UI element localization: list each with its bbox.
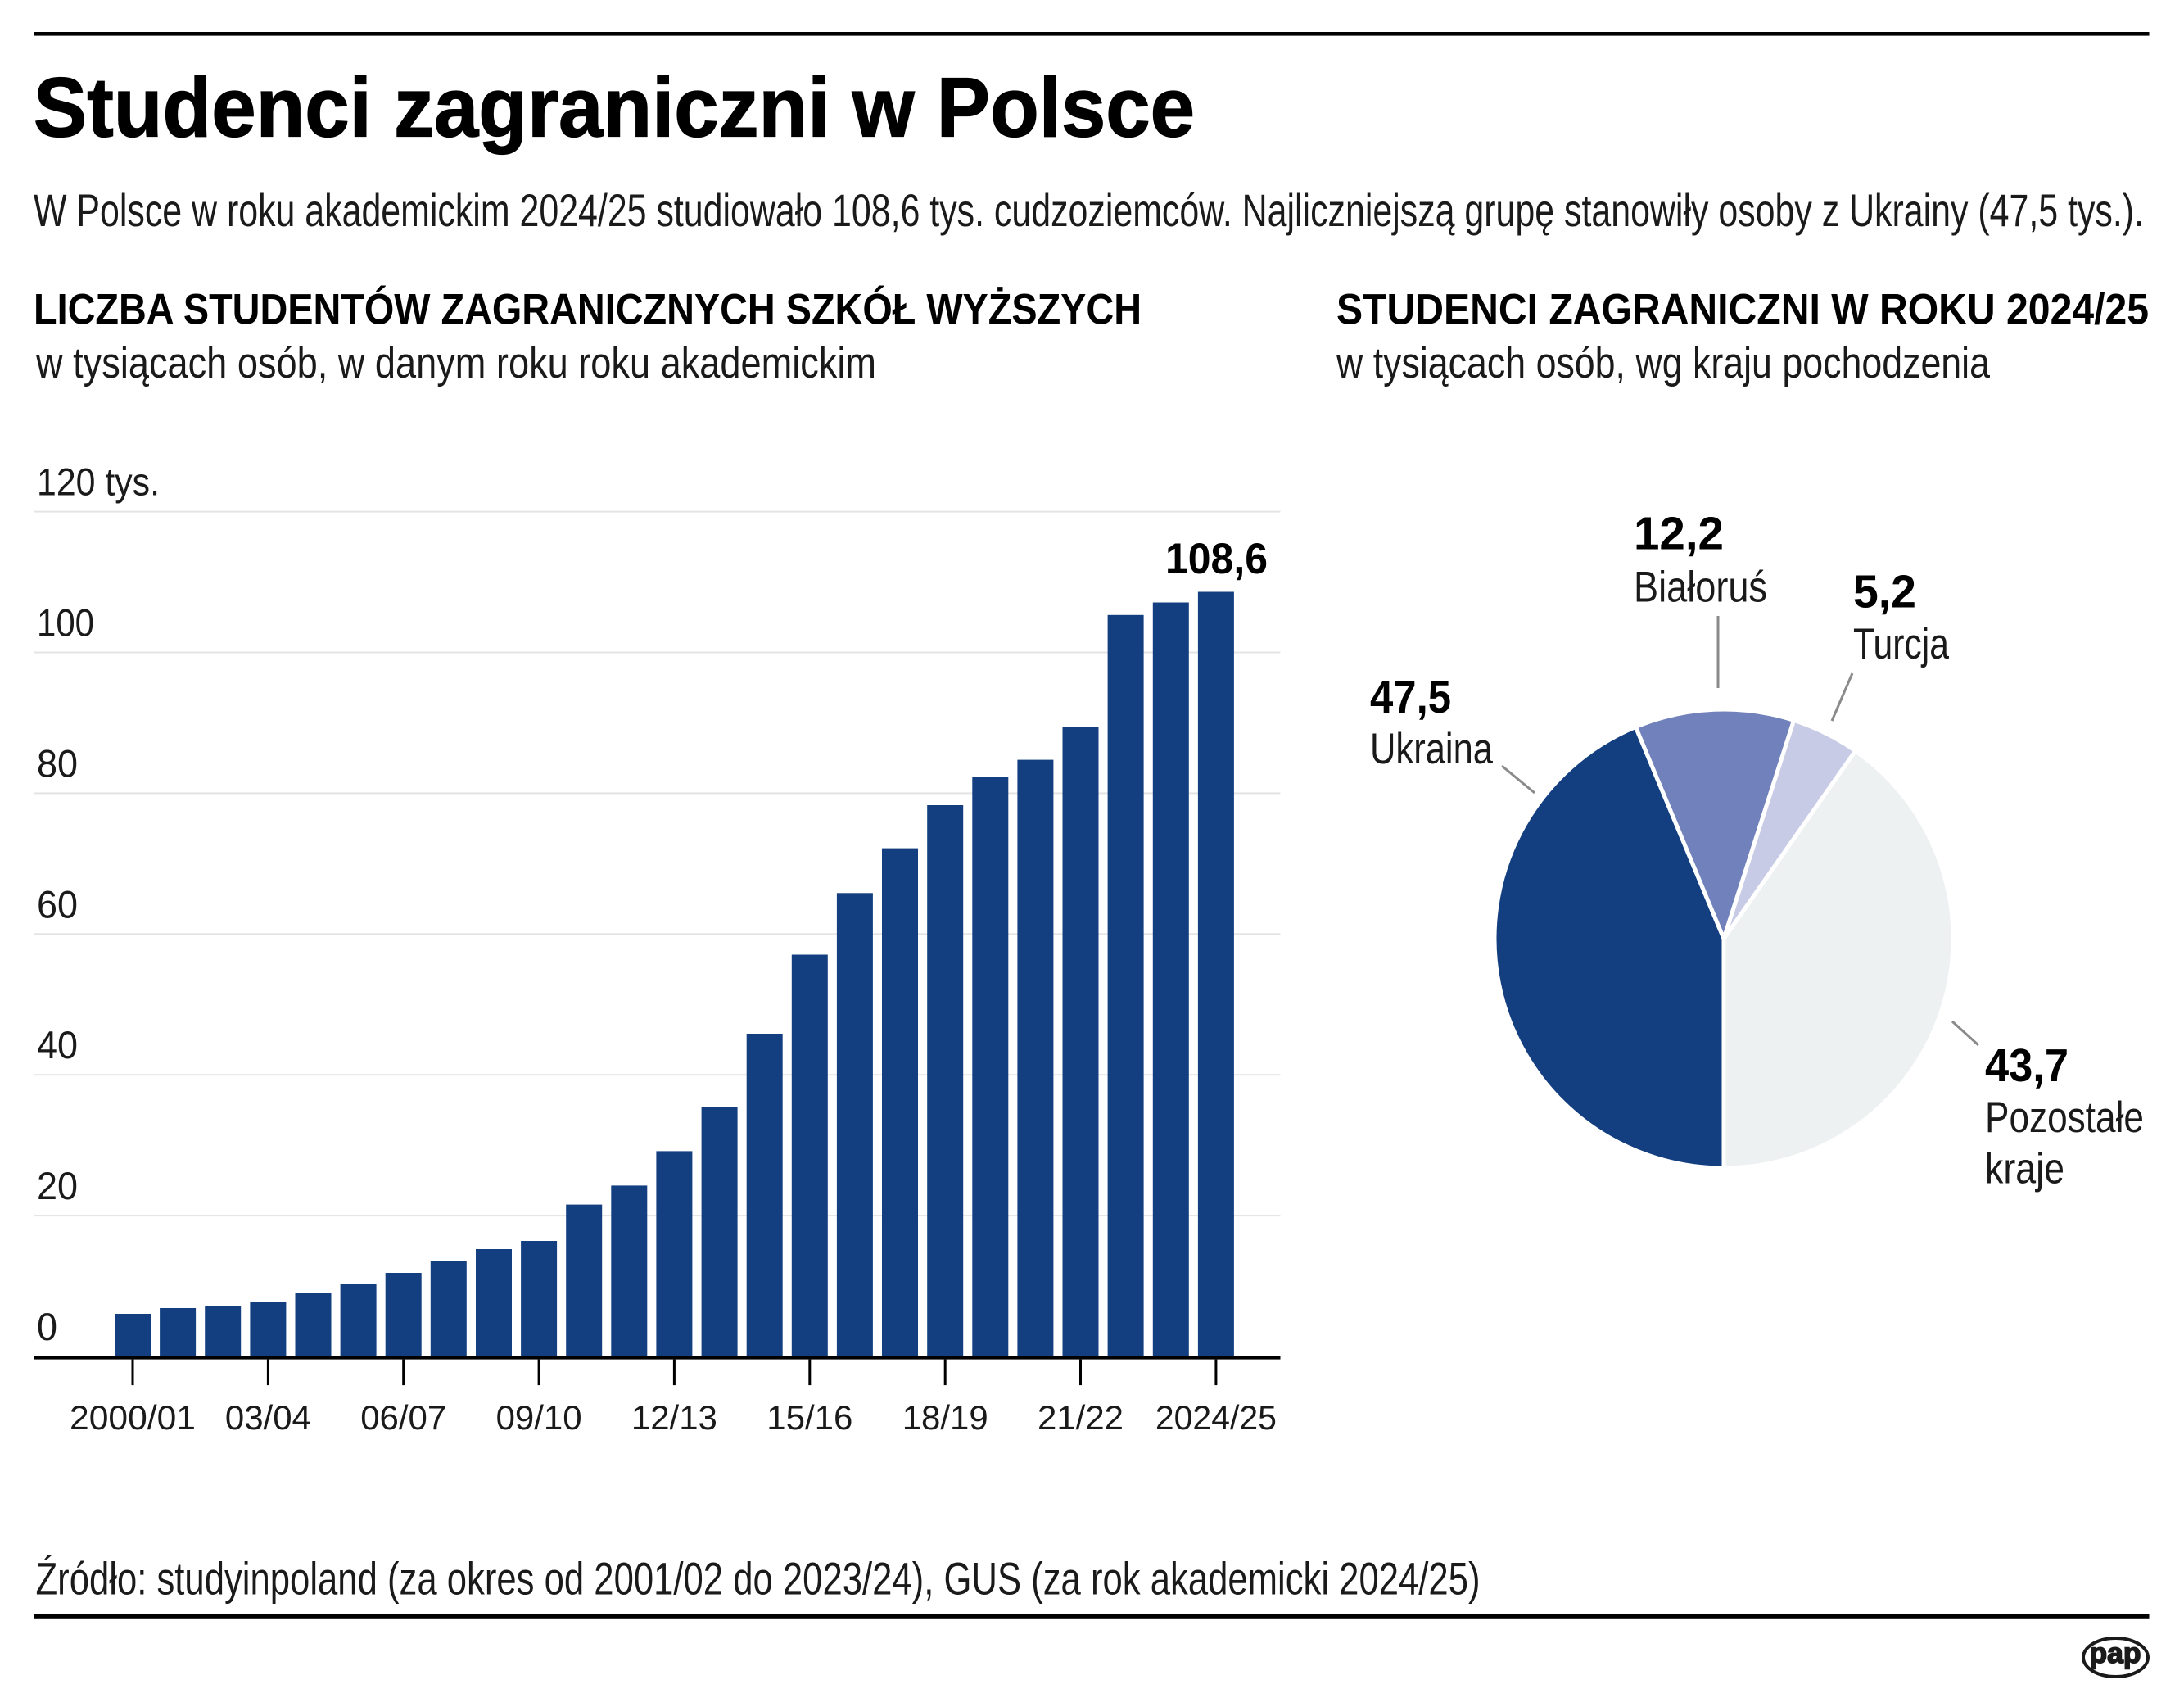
svg-text:40: 40 (37, 1023, 78, 1066)
svg-text:w tysiącach osób, wg kraju poc: w tysiącach osób, wg kraju pochodzenia (1336, 339, 1990, 387)
svg-text:LICZBA STUDENTÓW ZAGRANICZNYCH: LICZBA STUDENTÓW ZAGRANICZNYCH SZKÓŁ WYŻ… (34, 285, 1142, 334)
svg-text:60: 60 (37, 882, 78, 926)
svg-text:5,2: 5,2 (1853, 566, 1916, 618)
svg-text:2024/25: 2024/25 (1155, 1398, 1277, 1437)
svg-text:15/16: 15/16 (766, 1398, 852, 1437)
svg-text:18/19: 18/19 (902, 1398, 988, 1437)
svg-text:W Polsce w roku akademickim 20: W Polsce w roku akademickim 2024/25 stud… (34, 184, 2144, 236)
svg-text:100: 100 (37, 601, 94, 645)
svg-text:47,5: 47,5 (1370, 671, 1451, 723)
svg-text:2000/01: 2000/01 (70, 1398, 196, 1437)
svg-text:20: 20 (37, 1164, 78, 1207)
svg-text:Białoruś: Białoruś (1634, 563, 1767, 611)
svg-text:STUDENCI ZAGRANICZNI W ROKU 20: STUDENCI ZAGRANICZNI W ROKU 2024/25 (1336, 286, 2149, 334)
svg-text:w tysiącach osób, w danym roku: w tysiącach osób, w danym roku roku akad… (35, 339, 876, 387)
svg-text:09/10: 09/10 (496, 1398, 582, 1437)
svg-text:Ukraina: Ukraina (1370, 725, 1493, 773)
svg-text:kraje: kraje (1985, 1145, 2064, 1193)
svg-text:21/22: 21/22 (1038, 1398, 1124, 1437)
svg-text:12,2: 12,2 (1634, 508, 1724, 560)
svg-text:12/13: 12/13 (631, 1398, 717, 1437)
svg-text:Pozostałe: Pozostałe (1985, 1093, 2144, 1142)
svg-text:pap: pap (2090, 1637, 2141, 1669)
svg-text:43,7: 43,7 (1985, 1039, 2069, 1092)
svg-text:06/07: 06/07 (360, 1398, 446, 1437)
svg-text:0: 0 (37, 1305, 57, 1348)
svg-text:80: 80 (37, 741, 78, 785)
svg-text:03/04: 03/04 (225, 1398, 311, 1437)
svg-text:Studenci zagraniczni w Polsce: Studenci zagraniczni w Polsce (34, 61, 1195, 155)
svg-text:120 tys.: 120 tys. (37, 460, 160, 504)
svg-text:Źródło: studyinpoland (za okre: Źródło: studyinpoland (za okres od 2001/… (36, 1553, 1481, 1605)
svg-text:Turcja: Turcja (1853, 620, 1949, 668)
svg-text:108,6: 108,6 (1165, 535, 1268, 583)
